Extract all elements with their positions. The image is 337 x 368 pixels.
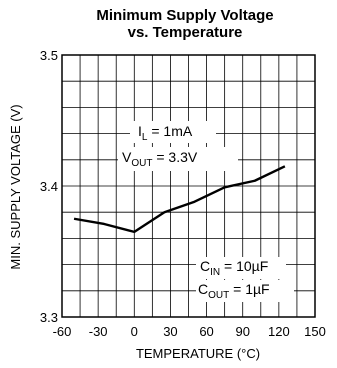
annotation-vout: VOUT = 3.3V — [118, 147, 238, 171]
annotation-cout-value: = 1µF — [229, 281, 269, 297]
annotation-cout-subscript: OUT — [208, 290, 229, 301]
annotation-cin: CIN = 10µF — [196, 257, 286, 279]
chart-title-line1: Minimum Supply Voltage — [96, 7, 273, 24]
x-axis-label: TEMPERATURE (°C) — [136, 346, 260, 361]
y-tick-label: 3.3 — [40, 310, 58, 325]
x-tick-label: -30 — [89, 324, 108, 339]
x-tick-label: -60 — [53, 324, 72, 339]
svg-text:IL = 1mA: IL = 1mA — [138, 123, 193, 143]
annotation-cin-subscript: IN — [210, 267, 220, 278]
annotation-cin-symbol: C — [200, 258, 210, 274]
tick-labels: -60 -30 0 30 60 90 120 150 3.3 3.4 3.5 — [40, 48, 326, 339]
annotation-il: IL = 1mA — [130, 121, 216, 143]
y-tick-label: 3.5 — [40, 48, 58, 63]
x-tick-label: 60 — [199, 324, 213, 339]
svg-text:VOUT = 3.3V: VOUT = 3.3V — [122, 149, 198, 169]
annotation-il-symbol: I — [138, 123, 142, 139]
y-tick-label: 3.4 — [40, 179, 58, 194]
annotation-il-background — [130, 121, 216, 143]
x-tick-label: 30 — [163, 324, 177, 339]
annotation-cin-background — [196, 257, 286, 279]
annotation-vout-value: = 3.3V — [152, 149, 197, 165]
annotation-cin-value: = 10µF — [220, 258, 268, 274]
chart-title-line2: vs. Temperature — [128, 24, 243, 41]
annotation-cout: COUT = 1µF — [196, 280, 294, 302]
x-tick-label: 90 — [235, 324, 249, 339]
plot-frame — [61, 54, 316, 318]
svg-text:COUT = 1µF: COUT = 1µF — [198, 281, 270, 301]
annotation-vout-subscript: OUT — [131, 158, 152, 169]
y-axis-label: MIN. SUPPLY VOLTAGE (V) — [8, 104, 23, 269]
svg-text:CIN = 10µF: CIN = 10µF — [200, 258, 268, 278]
annotation-vout-symbol: V — [122, 149, 132, 165]
annotation-vout-background — [118, 147, 238, 171]
series-line — [73, 165, 286, 234]
series — [73, 165, 286, 234]
x-tick-label: 150 — [304, 324, 326, 339]
annotation-cout-background — [196, 280, 294, 302]
annotation-cout-symbol: C — [198, 281, 208, 297]
x-tick-label: 0 — [131, 324, 138, 339]
annotation-il-subscript: L — [142, 132, 148, 143]
x-tick-label: 120 — [268, 324, 290, 339]
annotation-il-value: = 1mA — [147, 123, 192, 139]
